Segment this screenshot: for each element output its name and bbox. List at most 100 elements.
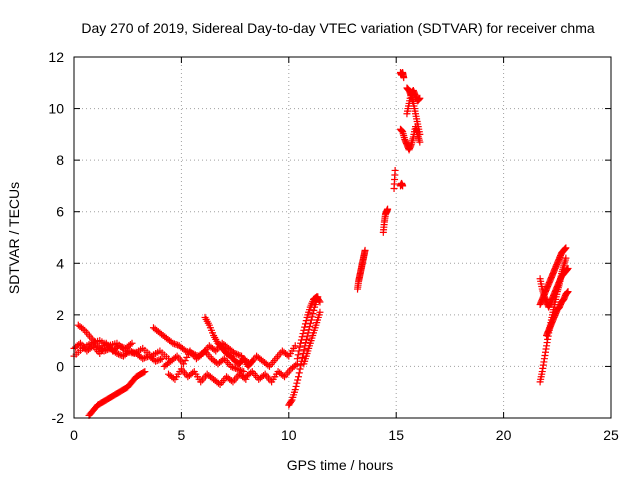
data-point (230, 364, 238, 372)
data-point (307, 319, 315, 327)
data-point (126, 347, 134, 355)
data-point (292, 382, 300, 390)
data-point (264, 361, 272, 369)
data-point (305, 326, 313, 334)
data-point (361, 246, 369, 254)
data-point (155, 356, 163, 364)
data-point (172, 341, 180, 349)
x-tick-label: 5 (178, 427, 186, 443)
data-point (562, 254, 570, 262)
data-point (416, 130, 424, 138)
data-point (291, 386, 299, 394)
data-point (180, 360, 188, 368)
data-point (153, 357, 161, 365)
data-point (298, 353, 306, 361)
y-tick-label: 2 (56, 307, 64, 323)
data-point (416, 138, 424, 146)
data-point (245, 359, 253, 367)
data-point (564, 264, 572, 272)
data-point (303, 335, 311, 343)
data-point (227, 377, 235, 385)
data-point (295, 369, 303, 377)
data-point (293, 379, 301, 387)
data-point (152, 357, 160, 365)
data-point (75, 341, 83, 349)
x-tick-label: 15 (388, 427, 404, 443)
data-point (171, 353, 179, 361)
data-point (302, 339, 310, 347)
data-point (309, 310, 317, 318)
x-tick-label: 0 (70, 427, 78, 443)
data-point (303, 332, 311, 340)
data-point (234, 351, 242, 359)
data-point (140, 354, 148, 362)
y-tick-label: 10 (48, 101, 64, 117)
data-point (105, 345, 113, 353)
data-point (233, 365, 241, 373)
data-point (315, 297, 323, 305)
data-point (564, 288, 572, 296)
data-point (118, 351, 126, 359)
data-point (307, 316, 315, 324)
data-point (128, 339, 136, 347)
data-point (294, 351, 302, 359)
x-tick-label: 20 (496, 427, 512, 443)
data-point (169, 374, 177, 382)
x-tick-label: 25 (603, 427, 619, 443)
data-point (294, 373, 302, 381)
data-point (228, 363, 236, 371)
data-point (294, 376, 302, 384)
data-point (219, 356, 227, 364)
data-point (301, 323, 309, 331)
data-point (169, 339, 177, 347)
data-point (102, 346, 110, 354)
chart-title: Day 270 of 2019, Sidereal Day-to-day VTE… (81, 20, 594, 36)
data-point (306, 322, 314, 330)
data-point (141, 368, 149, 376)
data-point (562, 244, 570, 252)
x-axis-label: GPS time / hours (287, 457, 394, 473)
data-point (299, 330, 307, 338)
data-point (308, 313, 316, 321)
data-point (231, 350, 239, 358)
data-point (232, 364, 240, 372)
y-tick-label: 0 (56, 358, 64, 374)
data-point (297, 339, 305, 347)
y-tick-label: 4 (56, 255, 64, 271)
data-point (291, 342, 299, 350)
data-point (399, 182, 407, 190)
data-points (70, 68, 572, 419)
data-point (236, 351, 244, 359)
data-point (184, 350, 192, 358)
data-point (300, 326, 308, 334)
data-point (127, 348, 135, 356)
data-point (129, 348, 137, 356)
data-point (300, 346, 308, 354)
data-point (233, 350, 241, 358)
data-point (240, 368, 248, 376)
plot-frame (73, 56, 612, 419)
data-point (297, 336, 305, 344)
y-tick-label: -2 (52, 410, 65, 426)
data-point (287, 397, 295, 405)
data-point (189, 369, 197, 377)
data-point (295, 347, 303, 355)
data-point (316, 308, 324, 316)
data-point (296, 343, 304, 351)
data-point (140, 368, 148, 376)
data-point (297, 361, 305, 369)
data-point (279, 371, 287, 379)
data-point (139, 355, 147, 363)
data-point (247, 369, 255, 377)
x-tick-label: 10 (281, 427, 297, 443)
data-point (283, 351, 291, 359)
data-point (293, 355, 301, 363)
y-tick-labels: -2 0 2 4 6 8 10 12 (48, 49, 64, 426)
data-point (79, 325, 87, 333)
data-point (310, 306, 318, 314)
data-point (100, 347, 108, 355)
data-point (197, 351, 205, 359)
x-tick-labels: 0 5 10 15 20 25 (70, 427, 619, 443)
data-point (156, 355, 164, 363)
